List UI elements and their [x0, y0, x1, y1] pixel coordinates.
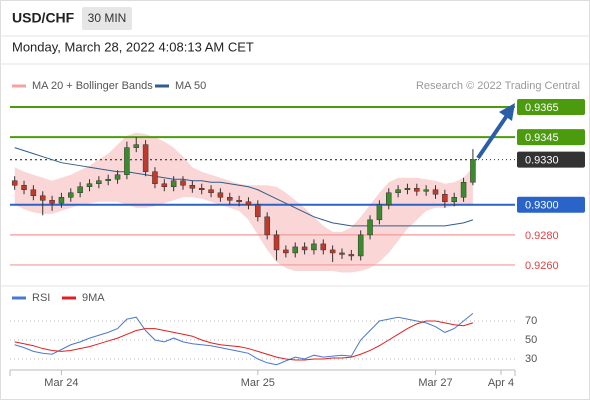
candle-body	[11, 180, 18, 186]
x-tick-label: Mar 24	[44, 377, 78, 389]
legend-label: RSI	[32, 292, 50, 304]
forecast-arrowhead	[499, 103, 515, 121]
candle-body	[86, 183, 93, 187]
candle-body	[142, 144, 149, 172]
candle-body	[68, 192, 74, 198]
candle-body	[124, 147, 130, 175]
datetime: Monday, March 28, 2022 4:08:13 AM CET	[12, 39, 254, 54]
candle-body	[49, 200, 55, 204]
candle-body	[320, 243, 327, 251]
candle-body	[376, 204, 383, 221]
timeframe[interactable]: 30 MIN	[88, 11, 127, 25]
level-label: 0.9345	[525, 132, 559, 144]
candle-body	[227, 197, 233, 201]
candle-body	[348, 254, 355, 257]
candle-body	[152, 171, 158, 184]
candle-body	[414, 188, 420, 192]
candle-body	[423, 189, 429, 192]
candle-body	[180, 180, 186, 186]
candle-body	[404, 188, 411, 191]
candle-body	[161, 183, 168, 187]
candle-body	[264, 216, 270, 236]
level-box	[517, 129, 585, 146]
indicator-line	[14, 320, 474, 361]
y-tick-label: 30	[525, 353, 537, 365]
candle-body	[442, 194, 448, 203]
candle-body	[329, 249, 336, 254]
candle-body	[217, 192, 224, 198]
x-tick-label: Mar 25	[241, 377, 275, 389]
indicator-line	[14, 313, 474, 366]
candle-body	[283, 249, 289, 254]
candle-body	[133, 144, 139, 148]
candle-body	[114, 174, 121, 180]
candle-body	[170, 180, 177, 187]
candle-body	[451, 197, 457, 203]
legend-label: MA 20 + Bollinger Bands	[32, 80, 153, 92]
legend-label: MA 50	[175, 80, 206, 92]
candle-body	[470, 159, 476, 183]
candle-body	[432, 189, 439, 195]
y-tick-label: 70	[525, 315, 537, 327]
level-label: 0.9300	[525, 200, 559, 212]
candle-body	[255, 204, 261, 218]
candle-body	[30, 189, 37, 197]
x-tick-label: Mar 27	[418, 377, 452, 389]
candle-body	[198, 188, 205, 191]
level-label: 0.9260	[525, 260, 559, 272]
candle-body	[357, 234, 364, 257]
candle-body	[386, 192, 392, 206]
candle-body	[77, 186, 83, 194]
candle-body	[245, 201, 252, 206]
legend-label: 9MA	[82, 292, 105, 304]
level-label: 0.9365	[525, 102, 559, 114]
candle-body	[39, 195, 46, 201]
level-box	[517, 99, 585, 116]
candle-body	[21, 184, 27, 191]
candle-body	[292, 246, 298, 254]
candle-body	[58, 197, 65, 204]
forecast-arrow	[476, 112, 510, 160]
level-box	[517, 151, 585, 168]
level-label: 0.9330	[525, 155, 559, 167]
candle-body	[105, 178, 111, 181]
candle-body	[236, 200, 242, 203]
candle-body	[189, 184, 196, 189]
candle-body	[311, 243, 317, 251]
candle-body	[339, 252, 345, 255]
y-tick-label: 50	[525, 334, 537, 346]
timeframe-button[interactable]	[82, 7, 132, 30]
level-label: 0.9280	[525, 230, 559, 242]
credit: Research © 2022 Trading Central	[416, 80, 580, 92]
ma50-line	[14, 147, 474, 227]
level-box	[517, 196, 585, 213]
candle-body	[208, 189, 214, 194]
candle-body	[460, 181, 467, 198]
candle-body	[96, 180, 102, 184]
candle-body	[367, 219, 373, 236]
candle-body	[273, 234, 280, 251]
symbol: USD/CHF	[12, 10, 75, 26]
x-tick-label: Apr 4	[488, 377, 514, 389]
candle-body	[301, 246, 308, 251]
candle-body	[395, 189, 401, 194]
